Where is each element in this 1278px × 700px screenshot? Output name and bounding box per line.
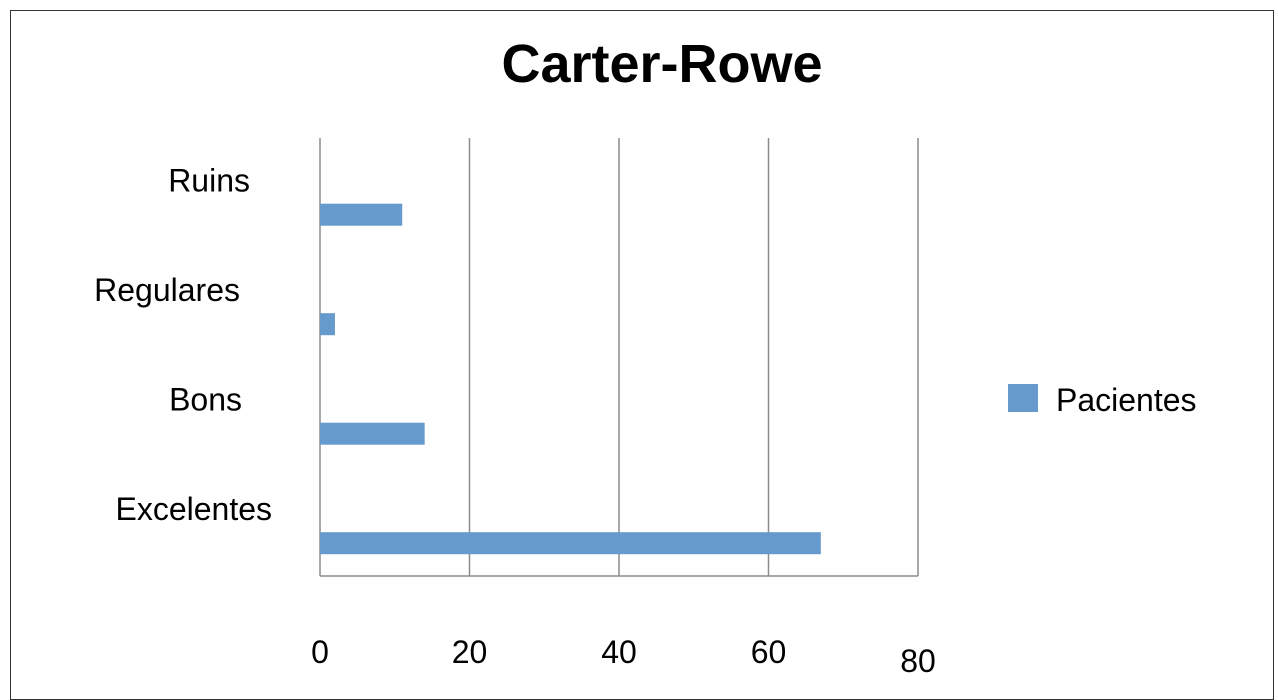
tick-labels: 0 20 40 60 80 <box>311 634 936 679</box>
x-tick-label-40: 40 <box>601 634 637 670</box>
x-tick-label-0: 0 <box>311 634 329 670</box>
x-tick-label-80: 80 <box>900 643 936 679</box>
category-label-excelentes: Excelentes <box>115 491 272 527</box>
bar-ruins <box>320 203 403 226</box>
legend-swatch-pacientes <box>1008 384 1038 412</box>
gridlines <box>468 138 919 576</box>
x-tick-label-20: 20 <box>452 634 488 670</box>
chart-title: Carter-Rowe <box>501 34 822 94</box>
category-labels: Ruins Regulares Bons Excelentes <box>94 163 272 528</box>
category-label-ruins: Ruins <box>168 163 250 199</box>
bar-regulares <box>320 313 335 336</box>
bar-excelentes <box>320 532 821 555</box>
legend-label-pacientes: Pacientes <box>1056 382 1197 418</box>
category-label-regulares: Regulares <box>94 272 240 308</box>
category-label-bons: Bons <box>169 382 242 418</box>
bar-bons <box>320 422 425 445</box>
bars <box>320 203 821 555</box>
x-tick-label-60: 60 <box>751 634 787 670</box>
bar-chart: Carter-Rowe Ruins Regulares Bons Excelentes… <box>94 34 1197 679</box>
legend: Pacientes <box>1008 382 1197 418</box>
chart-frame <box>10 10 1274 700</box>
